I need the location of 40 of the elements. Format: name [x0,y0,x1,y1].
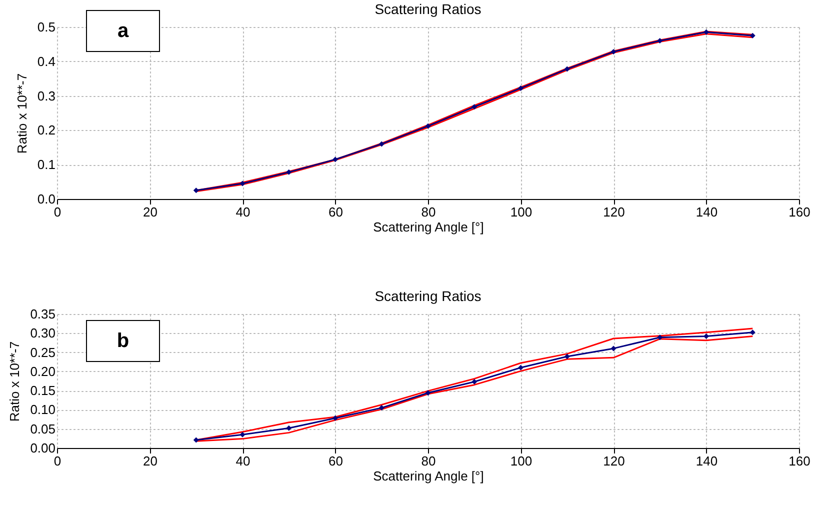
y-tick-label: 0.20 [30,364,56,379]
x-tick-label: 120 [603,204,625,220]
x-axis-title: Scattering Angle [°] [373,220,484,234]
y-tick-label: 0.00 [30,440,56,456]
y-tick-label: 0.0 [37,192,56,206]
y-tick-label: 0.1 [37,157,56,172]
annotation: b [86,320,160,362]
y-tick-label: 0.4 [37,54,56,69]
x-tick-label: 120 [603,454,625,468]
x-axis-title: Scattering Angle [°] [373,468,484,484]
y-tick-label: 0.35 [30,306,56,322]
x-tick-label: 160 [788,454,810,468]
y-tick-label: 0.15 [30,383,56,398]
y-tick-label: 0.05 [30,421,56,436]
y-tick-label: 0.3 [37,88,56,104]
x-tick-label: 80 [421,204,436,220]
chart-title: Scattering Ratios [374,1,482,17]
x-tick-label: 60 [328,454,343,468]
x-tick-label: 140 [696,204,718,220]
x-tick-label: 160 [788,204,810,220]
x-tick-label: 100 [510,454,532,468]
y-tick-label: 0.30 [30,326,56,341]
x-tick-label: 0 [54,454,62,468]
x-tick-label: 20 [143,204,158,220]
x-tick-label: 40 [236,204,250,220]
y-tick-label: 0.10 [30,402,56,418]
y-tick-label: 0.25 [30,344,56,360]
x-tick-label: 40 [236,454,250,468]
chart-title: Scattering Ratios [374,288,482,304]
y-axis-title: Ratio x 10**-7 [14,73,30,154]
x-tick-label: 0 [54,204,62,220]
x-tick-label: 140 [696,454,718,468]
annotation: a [86,10,160,52]
x-tick-label: 80 [421,454,436,468]
y-tick-label: 0.2 [37,122,56,138]
x-tick-label: 60 [328,204,343,220]
x-tick-label: 20 [143,454,158,468]
y-tick-label: 0.5 [37,20,56,34]
y-axis-title: Ratio x 10**-7 [7,341,22,422]
x-tick-label: 100 [510,204,532,220]
